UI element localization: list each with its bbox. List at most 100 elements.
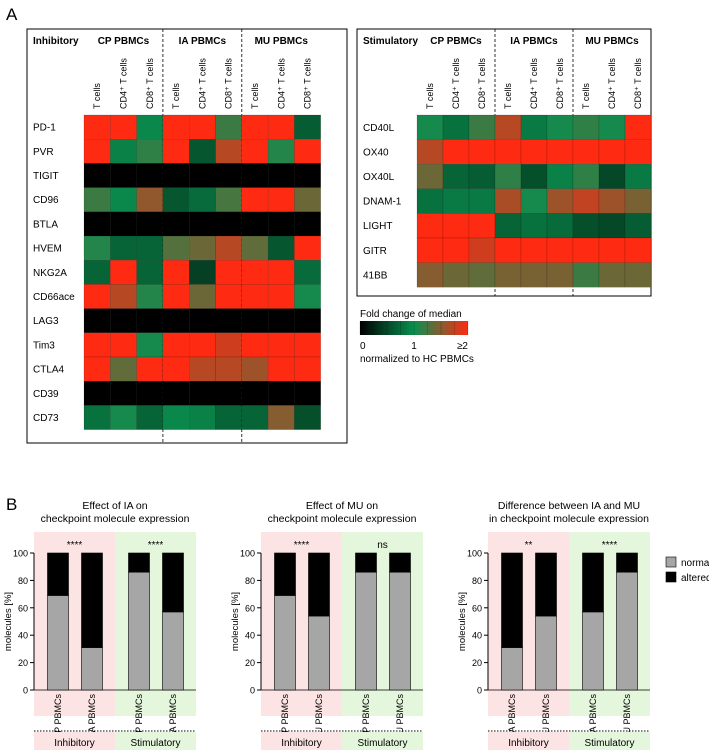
- inh-cell: [136, 235, 164, 261]
- y-tick-label: 20: [18, 658, 28, 668]
- stim-cell: [598, 213, 626, 239]
- x-category-label: IA PBMCs: [507, 694, 517, 736]
- inh-cell: [189, 332, 216, 358]
- bar-normal: [308, 615, 330, 691]
- inh-row-label: CD96: [33, 195, 59, 206]
- x-category-label: IA PBMCs: [168, 694, 178, 736]
- stim-cell: [624, 164, 652, 189]
- inh-cell: [241, 260, 269, 285]
- inh-row-label: BTLA: [33, 219, 58, 230]
- stim-cell: [598, 114, 626, 140]
- x-category-label: MU PBMCs: [541, 694, 551, 741]
- inh-cell: [110, 163, 137, 188]
- bar-altered: [389, 552, 411, 573]
- inh-cell: [294, 284, 321, 309]
- inhibitory-label-background: [261, 732, 342, 750]
- inh-cell: [294, 187, 321, 212]
- significance-inhibitory: **: [525, 540, 533, 551]
- inh-cell: [136, 332, 164, 358]
- stim-cell: [598, 237, 626, 263]
- y-tick-label: 80: [18, 576, 28, 586]
- stim-cell: [442, 164, 470, 189]
- x-category-label: MU PBMCs: [314, 694, 324, 741]
- stim-cell: [468, 139, 496, 165]
- bar-altered: [162, 552, 184, 613]
- y-tick-label: 80: [472, 576, 482, 586]
- y-axis-label: molecules [%]: [230, 592, 241, 651]
- stim-cell: [442, 139, 470, 165]
- stim-column-label: CD4⁺ T cells: [607, 58, 617, 109]
- bar-altered: [355, 552, 377, 573]
- significance-stimulatory: ****: [148, 540, 164, 551]
- inh-cell: [215, 114, 242, 140]
- inh-cell: [162, 260, 190, 285]
- inh-row-label: TIGIT: [33, 171, 59, 182]
- stim-column-label: T cells: [503, 83, 513, 109]
- inhibitory-background: [488, 532, 569, 716]
- stim-cell: [624, 237, 652, 263]
- chart-title: Effect of IA on: [82, 500, 147, 512]
- inh-cell: [136, 187, 164, 212]
- inh-cell: [83, 163, 111, 188]
- inh-cell: [83, 260, 111, 285]
- x-category-label: CP PBMCs: [53, 694, 63, 740]
- chart-title: Effect of MU on: [306, 500, 378, 512]
- inh-cell: [136, 260, 164, 285]
- inh-cell: [294, 211, 321, 237]
- x-category-label: IA PBMCs: [588, 694, 598, 736]
- inh-cell: [136, 356, 164, 382]
- y-tick-label: 20: [472, 658, 482, 668]
- inh-cell: [83, 235, 111, 261]
- inh-cell: [162, 405, 190, 430]
- inh-row-label: CD73: [33, 413, 59, 424]
- bar-normal: [616, 571, 638, 691]
- inh-cell: [294, 332, 321, 358]
- inh-cell: [162, 308, 190, 333]
- group-label-inhibitory: Inhibitory: [508, 738, 549, 749]
- stim-cell: [468, 164, 496, 189]
- inhibitory-label-background: [34, 732, 115, 750]
- inh-frame: [26, 28, 348, 444]
- stim-column-label: CD4⁺ T cells: [451, 58, 461, 109]
- bar-normal: [355, 571, 377, 691]
- stim-cell: [624, 213, 652, 239]
- inh-cell: [241, 284, 269, 309]
- group-label-inhibitory: Inhibitory: [281, 738, 322, 749]
- inh-group-label: MU PBMCs: [255, 36, 309, 47]
- stimulatory-background: [115, 532, 196, 716]
- inh-cell: [162, 284, 190, 309]
- y-tick-label: 100: [467, 549, 482, 559]
- bar-altered: [128, 552, 150, 573]
- stim-cell: [494, 262, 522, 288]
- inh-cell: [294, 356, 321, 382]
- y-tick-label: 60: [18, 603, 28, 613]
- inh-column-label: CD8⁺ T cells: [224, 58, 234, 109]
- stim-cell: [520, 237, 548, 263]
- stim-cell: [442, 262, 470, 288]
- inh-cell: [189, 405, 216, 430]
- stimulatory-label-background: [342, 732, 423, 750]
- inhibitory-background: [34, 532, 115, 716]
- stim-cell: [572, 213, 600, 239]
- bar-altered: [47, 552, 69, 596]
- x-category-label: IA PBMCs: [87, 694, 97, 736]
- inh-cell: [83, 332, 111, 358]
- inh-cell: [136, 308, 164, 333]
- y-tick-label: 60: [245, 603, 255, 613]
- stim-column-label: CD4⁺ T cells: [529, 58, 539, 109]
- stim-cell: [468, 237, 496, 263]
- y-axis-label: molecules [%]: [457, 592, 468, 651]
- inh-corner-label: Inhibitory: [33, 36, 79, 47]
- inh-cell: [215, 139, 242, 164]
- inh-cell: [215, 308, 242, 333]
- inh-cell: [241, 114, 269, 140]
- bar-altered: [501, 552, 523, 648]
- inh-cell: [83, 308, 111, 333]
- inh-cell: [162, 139, 190, 164]
- x-category-label: MU PBMCs: [622, 694, 632, 741]
- bar-altered: [81, 552, 103, 648]
- inh-cell: [267, 332, 295, 358]
